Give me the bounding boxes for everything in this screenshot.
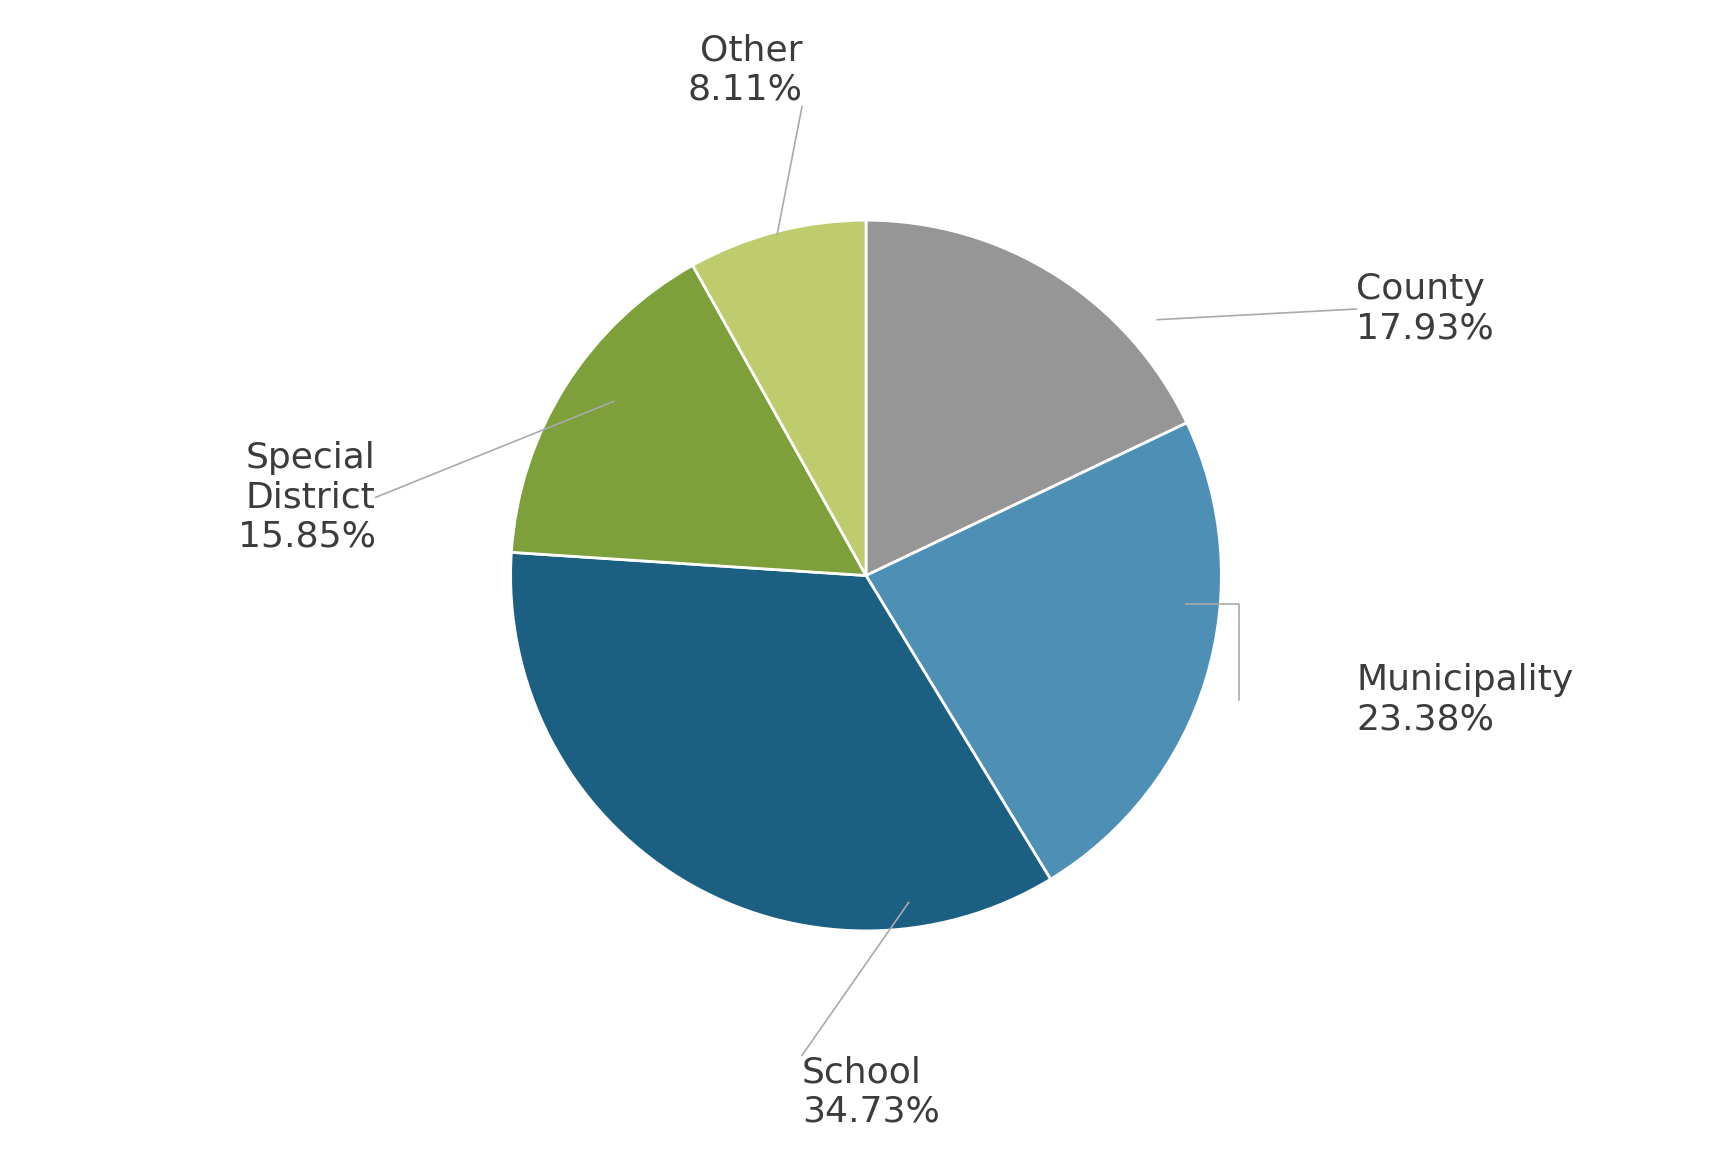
Text: Municipality
23.38%: Municipality 23.38% bbox=[1356, 663, 1574, 737]
Wedge shape bbox=[511, 552, 1051, 931]
Text: County
17.93%: County 17.93% bbox=[1356, 273, 1495, 345]
Wedge shape bbox=[693, 221, 866, 575]
Text: Other
8.11%: Other 8.11% bbox=[688, 33, 802, 106]
Wedge shape bbox=[866, 221, 1186, 575]
Text: School
34.73%: School 34.73% bbox=[802, 1056, 940, 1128]
Text: Special
District
15.85%: Special District 15.85% bbox=[237, 441, 376, 553]
Wedge shape bbox=[866, 423, 1221, 879]
Wedge shape bbox=[511, 266, 866, 575]
